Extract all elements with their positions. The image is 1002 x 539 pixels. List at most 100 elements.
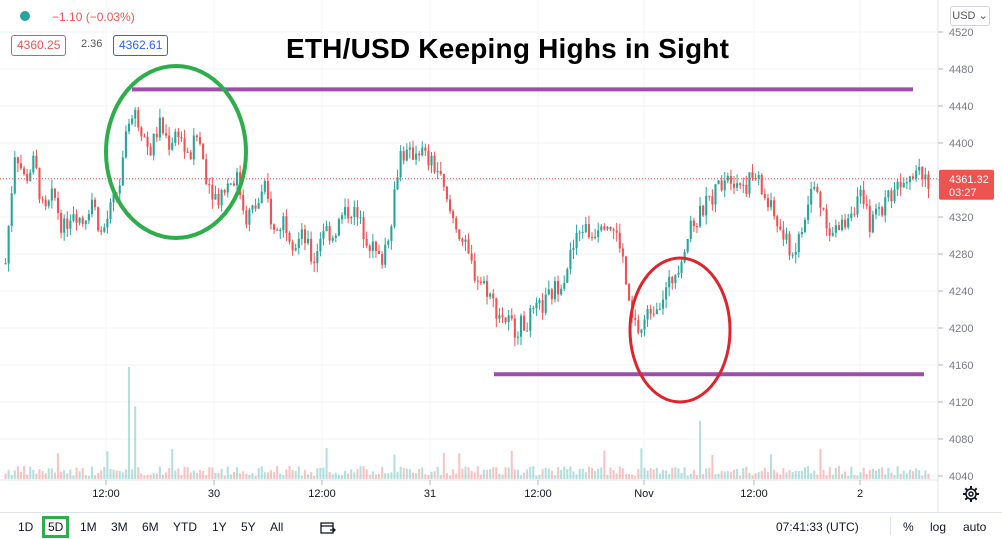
volume-bar — [208, 467, 211, 479]
candle-body — [717, 180, 720, 185]
candle-body — [168, 135, 171, 150]
volume-bar — [476, 466, 479, 479]
candle-body — [205, 159, 208, 185]
candle-body — [467, 239, 470, 254]
volume-bar — [152, 473, 155, 479]
candle-body — [594, 236, 597, 238]
volume-bar — [553, 475, 557, 479]
volume-bar — [134, 406, 137, 479]
utc-clock[interactable]: 07:41:33 (UTC) — [776, 520, 859, 534]
volume-bar — [399, 466, 402, 479]
range-all[interactable]: All — [270, 520, 284, 534]
volume-bar — [683, 467, 686, 479]
volume-bar — [223, 475, 226, 479]
candle-body — [266, 181, 269, 199]
candle-body — [504, 317, 507, 322]
candle-body — [322, 231, 325, 239]
volume-bar — [186, 467, 189, 479]
candle-body — [75, 214, 78, 223]
candle-body — [217, 193, 220, 206]
volume-bar — [547, 468, 550, 479]
volume-bar — [560, 470, 563, 479]
volume-bar — [337, 474, 340, 479]
candle-body — [408, 147, 411, 150]
candle-body — [124, 131, 127, 158]
candle-body — [865, 204, 868, 206]
volume-bar — [492, 467, 495, 479]
date-range-icon[interactable] — [320, 521, 336, 535]
volume-bar — [652, 469, 655, 479]
auto-toggle[interactable]: auto — [963, 520, 987, 534]
volume-bar — [19, 471, 23, 479]
candle-body — [214, 193, 217, 200]
candle-body — [396, 177, 399, 190]
volume-bar — [217, 473, 220, 479]
y-tick-label: 4400 — [949, 138, 973, 150]
log-toggle[interactable]: log — [930, 520, 947, 534]
candle-body — [53, 188, 56, 198]
x-tick-label: 12:00 — [308, 488, 336, 500]
range-1d[interactable]: 1D — [18, 520, 34, 534]
volume-bar — [513, 469, 516, 479]
volume-bar — [226, 466, 229, 479]
volume-bar — [516, 469, 519, 479]
candle-body — [677, 273, 680, 275]
range-3m[interactable]: 3M — [111, 520, 128, 534]
candle-body — [399, 151, 402, 178]
range-5y[interactable]: 5Y — [241, 520, 256, 534]
volume-bar — [115, 470, 118, 479]
volume-bar — [748, 472, 751, 479]
candle-body — [32, 155, 35, 173]
candle-body — [174, 131, 177, 143]
volume-bar — [828, 466, 831, 479]
x-tick-label: 2 — [857, 488, 863, 500]
range-ytd[interactable]: YTD — [173, 520, 197, 534]
candle-body — [4, 263, 7, 265]
settings-gear-icon[interactable] — [962, 485, 980, 503]
currency-dropdown[interactable]: USD ⌄ — [950, 6, 990, 26]
candle-body — [887, 190, 890, 198]
candle-body — [458, 229, 461, 239]
bid-button[interactable]: 4360.25 — [11, 35, 67, 56]
volume-bar — [377, 473, 381, 479]
candle-body — [609, 226, 612, 230]
candle-body — [856, 196, 859, 215]
candle-body — [334, 235, 337, 238]
candle-body — [699, 205, 702, 227]
candle-body — [448, 199, 452, 212]
volume-bar — [661, 469, 665, 479]
range-6m[interactable]: 6M — [142, 520, 159, 534]
volume-bar — [745, 466, 748, 479]
ask-button[interactable]: 4362.61 — [113, 35, 169, 56]
range-1m[interactable]: 1M — [80, 520, 97, 534]
volume-bar — [677, 468, 680, 479]
candle-body — [661, 299, 665, 309]
candle-body — [152, 133, 155, 156]
candle-body — [198, 137, 202, 144]
volume-bar — [214, 472, 217, 479]
candle-body — [180, 137, 183, 139]
candle-body — [837, 225, 840, 231]
candle-body — [476, 280, 479, 282]
candle-body — [779, 226, 782, 230]
volume-bar — [32, 469, 35, 479]
volume-bar — [72, 475, 75, 479]
volume-bar — [751, 475, 754, 479]
candle-body — [853, 213, 856, 215]
range-1y[interactable]: 1Y — [212, 520, 227, 534]
volume-bar — [288, 466, 291, 479]
candle-body — [890, 190, 893, 202]
candle-body — [208, 184, 211, 186]
volume-bar — [720, 471, 723, 479]
volume-bar — [202, 471, 205, 479]
y-tick-label: 4040 — [949, 471, 973, 483]
volume-bar — [183, 466, 186, 479]
range-5d[interactable]: 5D — [42, 516, 70, 538]
candle-body — [899, 181, 902, 188]
volume-bar — [736, 469, 739, 479]
percent-toggle[interactable]: % — [903, 520, 914, 534]
candle-body — [81, 217, 84, 224]
candle-body — [671, 276, 674, 284]
